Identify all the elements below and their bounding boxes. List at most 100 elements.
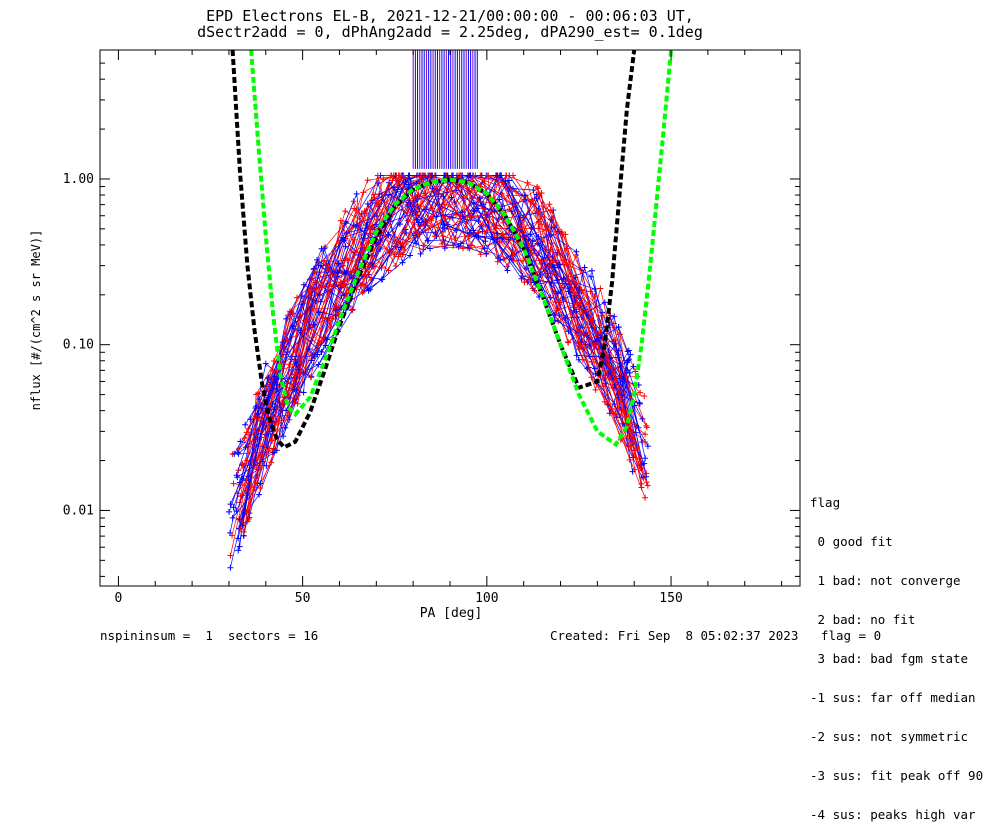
trace-point bbox=[239, 475, 246, 482]
trace-point bbox=[448, 194, 455, 201]
trace-point bbox=[544, 222, 551, 229]
trace-point bbox=[547, 246, 554, 253]
trace-point bbox=[311, 268, 318, 275]
trace-point bbox=[316, 309, 323, 316]
fit-curve-1 bbox=[230, 49, 637, 450]
trace-point bbox=[550, 214, 557, 221]
trace-point bbox=[335, 260, 342, 267]
trace-point bbox=[588, 374, 595, 381]
trace-point bbox=[363, 221, 370, 228]
trace-point bbox=[644, 482, 651, 489]
trace-line bbox=[239, 175, 649, 530]
trace-point bbox=[406, 172, 413, 179]
trace-point bbox=[641, 460, 648, 467]
chart-title: EPD Electrons EL-B, 2021-12-21/00:00:00 … bbox=[206, 7, 694, 25]
trace-point bbox=[468, 242, 475, 249]
trace-point bbox=[262, 360, 269, 367]
trace-line bbox=[242, 174, 628, 480]
y-tick-label: 1.00 bbox=[63, 172, 94, 187]
plot-frame bbox=[99, 49, 801, 587]
trace-point bbox=[498, 172, 505, 179]
trace-point bbox=[482, 238, 489, 245]
trace-point bbox=[364, 177, 371, 184]
legend-line: -1 sus: far off median bbox=[810, 690, 976, 705]
trace-point bbox=[227, 501, 234, 508]
trace-point bbox=[592, 386, 599, 393]
trace-point bbox=[562, 231, 569, 238]
trace-point bbox=[642, 455, 649, 462]
trace-point bbox=[467, 214, 474, 221]
trace-point bbox=[527, 198, 534, 205]
trace-point bbox=[420, 242, 427, 249]
trace-point bbox=[605, 370, 612, 377]
trace-point bbox=[607, 312, 614, 319]
trace-point bbox=[546, 201, 553, 208]
trace-point bbox=[579, 356, 586, 363]
trace-point bbox=[510, 172, 517, 179]
trace-point bbox=[626, 456, 633, 463]
trace-point bbox=[439, 240, 446, 247]
trace-point bbox=[240, 528, 247, 535]
trace-point bbox=[625, 357, 632, 364]
trace-point bbox=[535, 189, 542, 196]
fit-curve-2 bbox=[249, 49, 674, 448]
trace-point bbox=[227, 564, 234, 571]
trace-point bbox=[372, 221, 379, 228]
trace-point bbox=[373, 240, 380, 247]
trace-point bbox=[644, 443, 651, 450]
trace-point bbox=[235, 547, 242, 554]
trace-point bbox=[441, 225, 448, 232]
trace-point bbox=[370, 191, 377, 198]
trace-point bbox=[322, 244, 329, 251]
trace-point bbox=[353, 207, 360, 214]
trace-point bbox=[308, 286, 315, 293]
trace-point bbox=[499, 203, 506, 210]
trace-point bbox=[368, 197, 375, 204]
trace-point bbox=[229, 532, 236, 539]
trace-point bbox=[601, 398, 608, 405]
trace-point bbox=[369, 260, 376, 267]
trace-point bbox=[494, 258, 501, 265]
trace-point bbox=[470, 199, 477, 206]
trace-point bbox=[499, 231, 506, 238]
trace-point bbox=[405, 181, 412, 188]
trace-point bbox=[342, 243, 349, 250]
legend-line: 0 good fit bbox=[810, 534, 893, 549]
y-axis-label: nflux [#/(cm^2 s sr MeV)] bbox=[29, 229, 43, 411]
trace-point bbox=[227, 552, 234, 559]
trace-point bbox=[555, 290, 562, 297]
trace-point bbox=[457, 212, 464, 219]
trace-point bbox=[527, 231, 534, 238]
trace-point bbox=[226, 508, 233, 515]
trace-point bbox=[604, 353, 611, 360]
trace-point bbox=[588, 267, 595, 274]
trace-point bbox=[348, 307, 355, 314]
trace-point bbox=[326, 317, 333, 324]
trace-point bbox=[586, 342, 593, 349]
trace-point bbox=[591, 293, 598, 300]
trace-point bbox=[242, 421, 249, 428]
trace-point bbox=[638, 480, 645, 487]
trace-point bbox=[535, 209, 542, 216]
trace-point bbox=[412, 228, 419, 235]
trace-point bbox=[506, 206, 513, 213]
trace-line bbox=[242, 187, 645, 526]
trace-point bbox=[454, 172, 461, 179]
trace-point bbox=[362, 282, 369, 289]
trace-point bbox=[535, 225, 542, 232]
trace-point bbox=[367, 286, 374, 293]
trace-point bbox=[293, 362, 300, 369]
trace-point bbox=[389, 177, 396, 184]
trace-point bbox=[449, 214, 456, 221]
trace-point bbox=[580, 329, 587, 336]
trace-point bbox=[271, 358, 278, 365]
trace-point bbox=[548, 231, 555, 238]
trace-point bbox=[316, 339, 323, 346]
trace-point bbox=[470, 227, 477, 234]
trace-point bbox=[337, 217, 344, 224]
trace-point bbox=[642, 439, 649, 446]
trace-point bbox=[242, 444, 249, 451]
trace-point bbox=[257, 485, 264, 492]
trace-point bbox=[577, 343, 584, 350]
trace-point bbox=[235, 525, 242, 532]
